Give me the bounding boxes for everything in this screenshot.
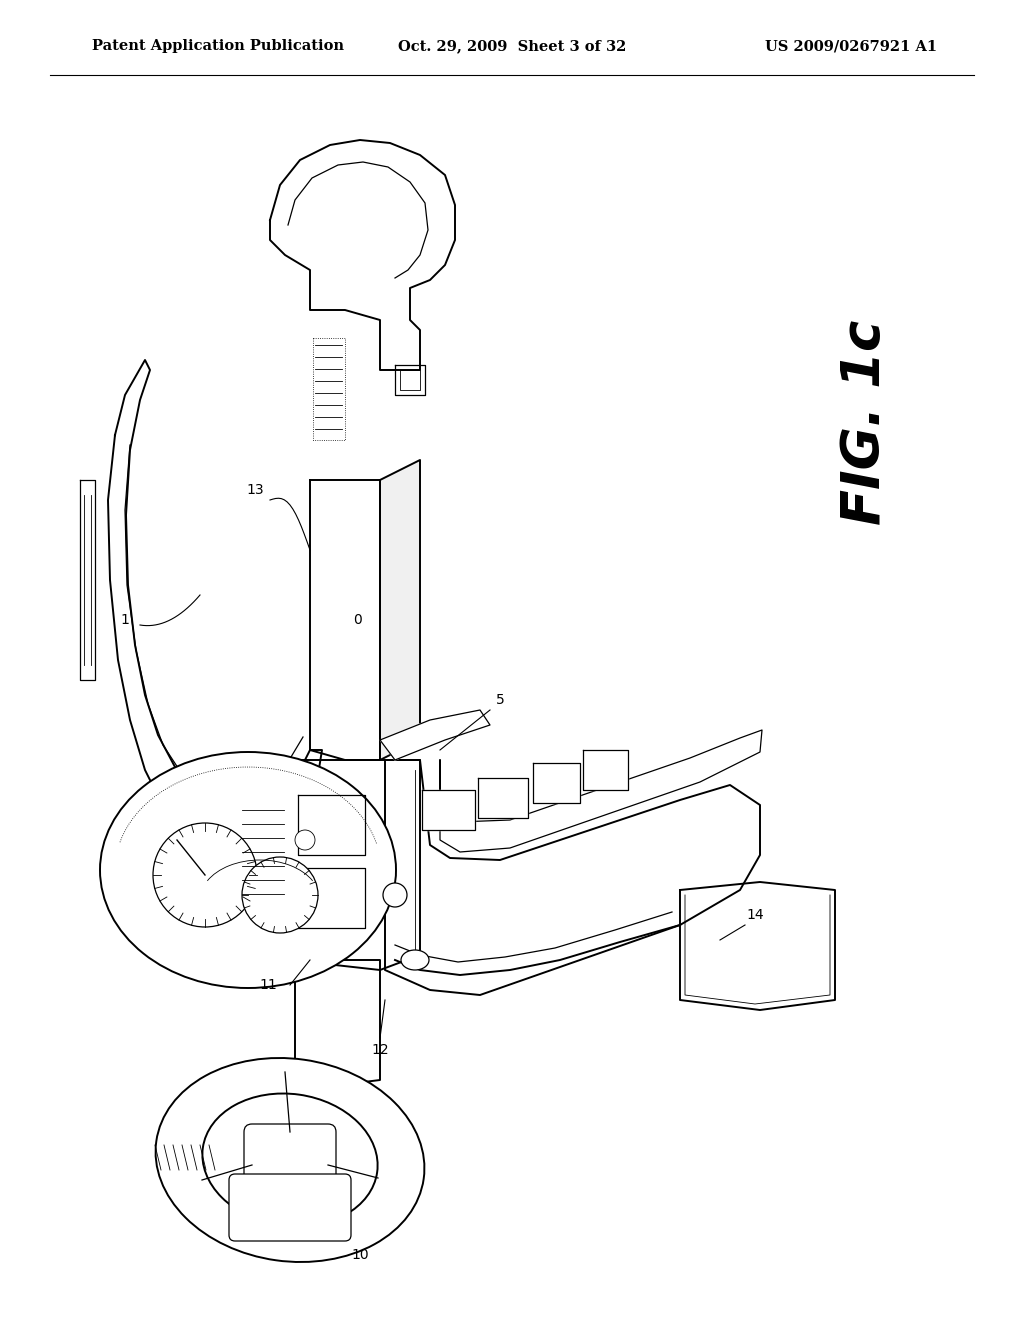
Text: 12: 12 [371,1043,389,1057]
Polygon shape [534,763,580,803]
Polygon shape [295,960,380,1085]
Circle shape [383,883,407,907]
Text: 5: 5 [496,693,505,708]
Text: Patent Application Publication: Patent Application Publication [92,40,344,53]
Circle shape [153,822,257,927]
Polygon shape [290,760,420,970]
FancyBboxPatch shape [244,1125,336,1196]
Polygon shape [380,459,420,760]
Circle shape [242,857,318,933]
Polygon shape [385,760,760,995]
Polygon shape [108,360,322,858]
Text: Oct. 29, 2009  Sheet 3 of 32: Oct. 29, 2009 Sheet 3 of 32 [397,40,627,53]
Polygon shape [298,795,365,855]
Text: 1: 1 [121,612,129,627]
Polygon shape [310,480,380,760]
Text: 0: 0 [352,612,361,627]
Text: 11: 11 [259,978,276,993]
Polygon shape [478,777,528,818]
Polygon shape [400,370,420,389]
Text: 14: 14 [746,908,764,921]
Polygon shape [680,882,835,1010]
Ellipse shape [156,1059,424,1262]
Ellipse shape [100,752,396,987]
Polygon shape [270,140,455,370]
Text: 10: 10 [351,1247,369,1262]
Polygon shape [380,710,490,760]
Polygon shape [395,366,425,395]
Text: 13: 13 [246,483,264,498]
Polygon shape [298,869,365,928]
Polygon shape [440,730,762,851]
Text: US 2009/0267921 A1: US 2009/0267921 A1 [765,40,937,53]
Text: FIG. 1c: FIG. 1c [840,319,891,525]
Ellipse shape [401,950,429,970]
Polygon shape [80,480,95,680]
Ellipse shape [203,1093,378,1226]
Circle shape [295,830,315,850]
Polygon shape [422,789,475,830]
Polygon shape [583,750,628,789]
FancyBboxPatch shape [229,1173,351,1241]
